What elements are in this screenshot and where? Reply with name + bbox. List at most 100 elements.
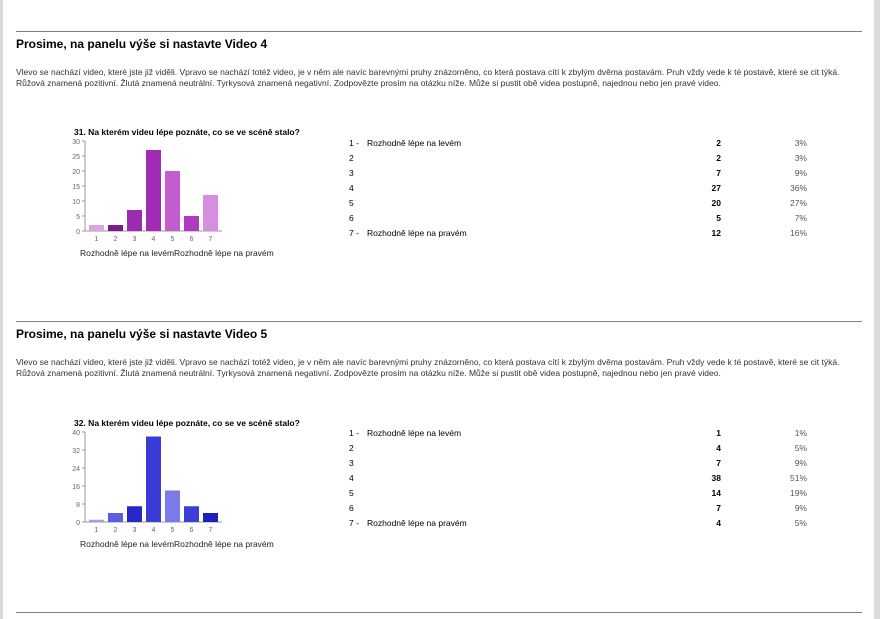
x-tick-label: 2 <box>114 236 118 243</box>
row-number: 1 - <box>349 428 359 438</box>
row-percent: 7% <box>794 213 807 223</box>
row-count: 4 <box>716 518 721 528</box>
row-percent: 3% <box>794 138 807 148</box>
bar-chart: 0 8 16 24 32 40 1 2 3 4 5 6 7 <box>72 430 222 534</box>
bar <box>165 171 180 231</box>
row-percent: 27% <box>789 198 807 208</box>
row-number: 6 <box>349 213 354 223</box>
section-divider <box>16 612 862 613</box>
table-row: 1 - Rozhodně lépe na levém 1 1% <box>349 428 809 440</box>
row-number: 6 <box>349 503 354 513</box>
x-tick-label: 7 <box>209 527 213 534</box>
row-count: 4 <box>716 443 721 453</box>
table-row: 7 - Rozhodně lépe na pravém 12 16% <box>349 228 809 240</box>
x-tick-label: 6 <box>190 236 194 243</box>
row-label: Rozhodně lépe na levém <box>367 138 462 148</box>
bar <box>146 436 161 522</box>
bar <box>127 506 142 522</box>
row-count: 14 <box>711 488 721 498</box>
row-percent: 5% <box>794 443 807 453</box>
y-tick-label: 40 <box>72 430 80 437</box>
row-number: 7 - <box>349 518 359 528</box>
row-percent: 5% <box>794 518 807 528</box>
row-count: 1 <box>716 428 721 438</box>
row-number: 2 <box>349 443 354 453</box>
x-tick-label: 6 <box>190 527 194 534</box>
section-description: Vlevo se nachází video, které jste již v… <box>16 357 840 378</box>
row-percent: 1% <box>794 428 807 438</box>
y-tick-label: 8 <box>76 502 80 509</box>
x-tick-label: 5 <box>171 236 175 243</box>
y-tick-label: 10 <box>72 199 80 206</box>
bar <box>203 513 218 522</box>
y-tick-label: 30 <box>72 139 80 146</box>
bar <box>184 216 199 231</box>
bar <box>146 150 161 231</box>
y-tick-label: 20 <box>72 169 80 176</box>
table-row: 1 - Rozhodně lépe na levém 2 3% <box>349 138 809 150</box>
row-percent: 9% <box>794 458 807 468</box>
chart-caption: Rozhodně lépe na levémRozhodně lépe na p… <box>80 248 274 258</box>
bar <box>184 506 199 522</box>
row-percent: 36% <box>789 183 807 193</box>
row-percent: 9% <box>794 168 807 178</box>
row-count: 7 <box>716 168 721 178</box>
x-tick-label: 3 <box>133 236 137 243</box>
row-count: 7 <box>716 503 721 513</box>
table-row: 6 5 7% <box>349 213 809 225</box>
x-tick-label: 1 <box>95 527 99 534</box>
x-tick-label: 5 <box>171 527 175 534</box>
row-label: Rozhodně lépe na pravém <box>367 518 467 528</box>
bar <box>108 513 123 522</box>
bar <box>89 225 104 231</box>
section-divider <box>16 31 862 32</box>
table-row: 2 2 3% <box>349 153 809 165</box>
row-number: 5 <box>349 488 354 498</box>
table-row: 5 14 19% <box>349 488 809 500</box>
chart-title: 31. Na kterém videu lépe poznáte, co se … <box>74 127 300 137</box>
row-percent: 51% <box>789 473 807 483</box>
y-tick-label: 0 <box>76 520 80 527</box>
section-title: Prosime, na panelu výše si nastavte Vide… <box>16 37 268 51</box>
row-count: 20 <box>711 198 721 208</box>
table-row: 5 20 27% <box>349 198 809 210</box>
table-row: 4 27 36% <box>349 183 809 195</box>
section-title: Prosime, na panelu výše si nastavte Vide… <box>16 327 268 341</box>
x-tick-label: 4 <box>152 236 156 243</box>
row-number: 4 <box>349 473 354 483</box>
row-percent: 19% <box>789 488 807 498</box>
table-row: 3 7 9% <box>349 168 809 180</box>
row-number: 3 <box>349 458 354 468</box>
bar-chart: 0 5 10 15 20 25 30 1 2 3 4 5 6 7 <box>72 139 222 243</box>
x-tick-label: 7 <box>209 236 213 243</box>
row-number: 1 - <box>349 138 359 148</box>
table-row: 6 7 9% <box>349 503 809 515</box>
page-right-border <box>874 0 880 619</box>
table-row: 7 - Rozhodně lépe na pravém 4 5% <box>349 518 809 530</box>
row-number: 3 <box>349 168 354 178</box>
bar <box>165 490 180 522</box>
row-number: 4 <box>349 183 354 193</box>
row-count: 38 <box>711 473 721 483</box>
row-count: 5 <box>716 213 721 223</box>
y-tick-label: 32 <box>72 448 80 455</box>
page-left-border <box>0 0 3 619</box>
row-label: Rozhodně lépe na levém <box>367 428 462 438</box>
bar <box>203 195 218 231</box>
y-tick-label: 0 <box>76 229 80 236</box>
bar <box>108 225 123 231</box>
row-count: 2 <box>716 138 721 148</box>
row-percent: 16% <box>789 228 807 238</box>
y-tick-label: 24 <box>72 466 80 473</box>
y-tick-label: 5 <box>76 214 80 221</box>
row-count: 27 <box>711 183 721 193</box>
y-tick-label: 16 <box>72 484 80 491</box>
chart-caption: Rozhodně lépe na levémRozhodně lépe na p… <box>80 539 274 549</box>
row-percent: 9% <box>794 503 807 513</box>
bar <box>127 210 142 231</box>
y-tick-label: 25 <box>72 154 80 161</box>
row-percent: 3% <box>794 153 807 163</box>
y-tick-label: 15 <box>72 184 80 191</box>
chart-title: 32. Na kterém videu lépe poznáte, co se … <box>74 418 300 428</box>
row-number: 7 - <box>349 228 359 238</box>
